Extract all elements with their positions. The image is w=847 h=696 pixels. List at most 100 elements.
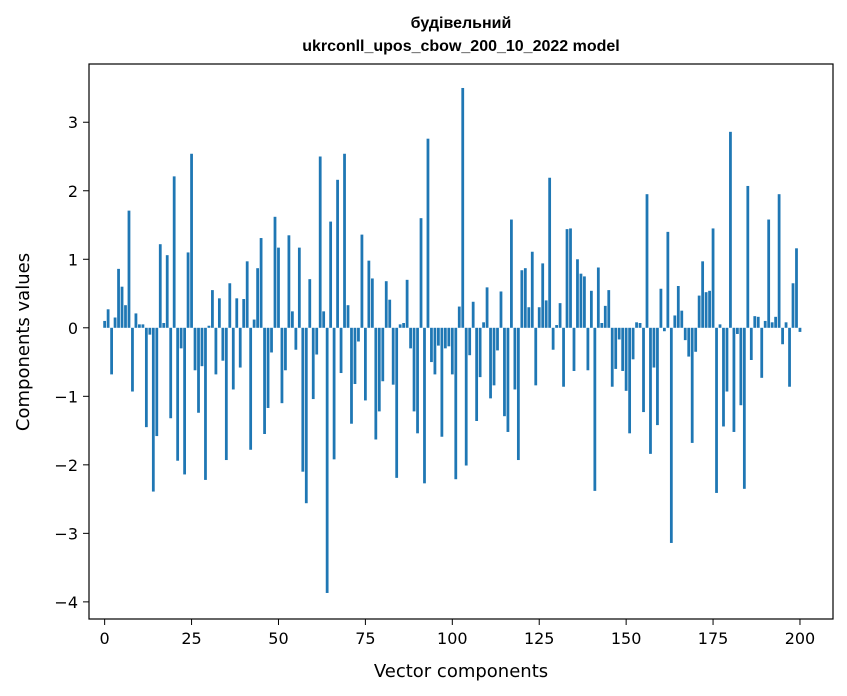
- bar-154: [638, 323, 642, 328]
- bar-19: [169, 327, 173, 419]
- bar-129: [551, 327, 555, 350]
- bar-90: [416, 327, 419, 434]
- x-axis: 0 25 50 75 100 125 150 175 200: [100, 619, 815, 648]
- bar-35: [224, 327, 228, 461]
- y-axis: −4 −3 −2 −1 0 1 2 3: [54, 113, 89, 612]
- y-tick-label: 0: [68, 319, 78, 338]
- bar-44: [256, 268, 260, 328]
- bar-82: [388, 299, 392, 328]
- bar-18: [165, 255, 169, 328]
- chart-title-line-2: ukrconll_upos_cbow_200_10_2022 model: [302, 38, 619, 55]
- bar-61: [315, 327, 319, 355]
- bar-136: [576, 259, 579, 328]
- bar-11: [141, 324, 145, 328]
- bar-76: [367, 260, 371, 328]
- bar-88: [409, 327, 412, 349]
- bar-107: [475, 327, 479, 421]
- bar-143: [600, 323, 604, 328]
- bar-84: [395, 327, 399, 478]
- bar-99: [447, 327, 451, 347]
- bar-104: [464, 327, 468, 466]
- x-tick-label: 0: [100, 629, 110, 648]
- x-tick-label: 50: [268, 629, 288, 648]
- bar-183: [739, 327, 743, 406]
- bar-123: [530, 251, 534, 328]
- bar-141: [593, 327, 597, 491]
- bar-177: [718, 324, 722, 328]
- bar-137: [579, 273, 583, 328]
- y-tick-label: 3: [68, 113, 78, 132]
- bar-45: [259, 238, 263, 328]
- bar-71: [350, 327, 353, 424]
- bar-133: [565, 229, 569, 328]
- y-tick-label: −1: [54, 387, 78, 406]
- bar-193: [774, 316, 778, 328]
- y-tick-label: 2: [68, 182, 78, 201]
- bar-54: [290, 311, 294, 328]
- bar-200: [798, 327, 802, 332]
- bar-151: [628, 327, 632, 434]
- bar-196: [784, 322, 788, 328]
- bar-89: [412, 327, 416, 412]
- bar-164: [673, 315, 677, 328]
- bar-144: [603, 305, 607, 328]
- bar-94: [430, 327, 433, 363]
- bar-9: [134, 313, 138, 328]
- bar-64: [325, 327, 329, 593]
- bar-0: [103, 320, 107, 328]
- bar-21: [176, 327, 180, 461]
- bar-149: [621, 327, 625, 371]
- bar-95: [433, 327, 437, 375]
- bar-117: [510, 219, 513, 328]
- bar-168: [687, 327, 691, 357]
- bar-169: [690, 327, 694, 443]
- bar-191: [767, 219, 771, 328]
- bar-62: [318, 156, 322, 328]
- bar-199: [795, 248, 798, 328]
- bar-101: [454, 327, 458, 480]
- bar-58: [304, 327, 308, 504]
- bar-166: [680, 310, 684, 328]
- bar-12: [144, 327, 148, 428]
- bar-72: [353, 327, 357, 384]
- bar-2: [110, 327, 113, 375]
- bar-20: [172, 176, 176, 328]
- bar-69: [343, 153, 346, 328]
- bar-16: [158, 244, 162, 328]
- x-tick-label: 75: [355, 629, 375, 648]
- bar-17: [162, 323, 166, 328]
- bar-160: [659, 288, 663, 328]
- bar-128: [548, 177, 552, 328]
- bar-197: [788, 327, 791, 387]
- bar-153: [635, 322, 638, 328]
- bar-132: [562, 327, 565, 387]
- bar-87: [405, 279, 409, 328]
- bar-77: [370, 278, 374, 328]
- bar-103: [461, 87, 465, 328]
- bar-147: [614, 327, 618, 369]
- bar-78: [374, 327, 378, 440]
- bar-38: [235, 298, 239, 328]
- bar-186: [749, 327, 753, 360]
- bar-170: [694, 327, 698, 352]
- bar-118: [513, 327, 517, 390]
- bar-7: [127, 210, 131, 328]
- bar-1: [106, 309, 110, 328]
- bar-43: [252, 319, 256, 328]
- bar-130: [555, 325, 558, 328]
- bar-189: [760, 327, 764, 378]
- bar-162: [666, 231, 670, 328]
- bar-34: [221, 327, 225, 361]
- bar-195: [781, 327, 784, 345]
- bar-179: [725, 327, 729, 392]
- y-axis-label: Components values: [13, 253, 34, 431]
- bar-23: [183, 327, 186, 475]
- bar-181: [732, 327, 736, 432]
- bar-126: [541, 263, 545, 328]
- bar-53: [287, 235, 291, 328]
- bar-41: [245, 261, 249, 328]
- bar-52: [284, 327, 287, 371]
- bar-47: [266, 327, 270, 408]
- bar-91: [419, 218, 423, 328]
